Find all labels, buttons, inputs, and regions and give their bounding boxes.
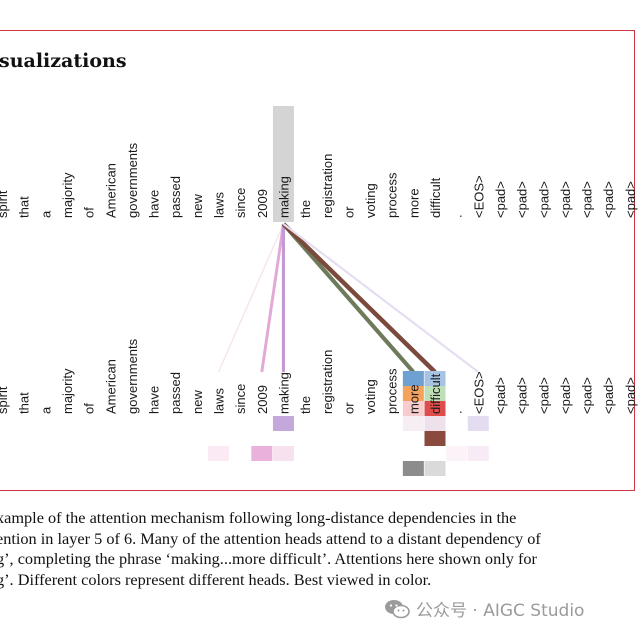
top-token: the <box>298 200 313 218</box>
top-token: <pad> <box>493 181 508 218</box>
bottom-token: of <box>82 403 97 414</box>
top-token: that <box>17 196 32 218</box>
bottom-token: spirit <box>0 386 10 414</box>
bottom-token: or <box>341 402 356 414</box>
head-cell <box>272 416 294 431</box>
caption-line: g’, completing the phrase ‘making...more… <box>0 549 537 568</box>
caption-line: ention in layer 5 of 6. Many of the atte… <box>0 528 541 548</box>
bottom-token: voting <box>363 379 378 414</box>
top-token: . <box>450 214 465 218</box>
bottom-token: <pad> <box>558 377 573 414</box>
head-cell <box>402 416 424 431</box>
head-cell <box>424 416 446 431</box>
watermark-text: 公众号 · AIGC Studio <box>416 601 585 621</box>
bottom-token: <pad> <box>536 377 551 414</box>
caption-line: g’. Different colors represent different… <box>0 569 432 589</box>
wechat-icon <box>385 599 410 618</box>
bottom-token: American <box>103 359 118 414</box>
bottom-token: majority <box>60 368 75 414</box>
top-token: <pad> <box>623 181 638 218</box>
attention-links <box>217 222 479 374</box>
head-cell <box>402 386 424 401</box>
top-token: laws <box>212 191 227 218</box>
caption-line: xample of the attention mechanism follow… <box>0 508 517 527</box>
head-cell <box>424 371 446 386</box>
bottom-token: process <box>385 368 400 414</box>
bottom-token: since <box>233 384 248 414</box>
figure-frame <box>0 30 635 491</box>
attention-link <box>260 223 285 373</box>
top-token: have <box>147 190 162 218</box>
top-token: <pad> <box>580 181 595 218</box>
top-token: <pad> <box>601 181 616 218</box>
bottom-token: the <box>298 396 313 414</box>
bottom-token: <pad> <box>601 377 616 414</box>
top-token: process <box>385 172 400 218</box>
head-cell <box>424 401 446 416</box>
bottom-token: <EOS> <box>471 371 486 414</box>
top-token: a <box>38 210 53 218</box>
top-token: American <box>103 163 118 218</box>
bottom-token: difficult <box>428 373 443 414</box>
head-cell <box>402 401 424 416</box>
bottom-token: more <box>406 384 421 414</box>
bottom-token: registration <box>320 350 335 414</box>
head-cell <box>446 446 468 461</box>
bottom-token: <pad> <box>515 377 530 414</box>
bottom-token: <pad> <box>493 377 508 414</box>
top-token: spirit <box>0 190 10 218</box>
top-token: new <box>190 194 205 218</box>
bottom-token: that <box>17 392 32 414</box>
head-cell <box>251 446 273 461</box>
top-token: difficult <box>428 177 443 218</box>
bottom-token: laws <box>212 387 227 414</box>
bottom-token: new <box>190 390 205 414</box>
attention-link <box>282 223 479 373</box>
section-heading: sualizations <box>0 50 127 72</box>
head-cell <box>467 446 489 461</box>
top-token: or <box>341 206 356 218</box>
top-token: governments <box>125 142 140 218</box>
bottom-token: <pad> <box>623 377 638 414</box>
attention-link <box>281 222 415 374</box>
top-token-row: spirit that a majority of American governments… <box>0 142 638 218</box>
top-token: passed <box>168 176 183 218</box>
head-cell <box>424 386 446 401</box>
head-cell <box>424 461 446 476</box>
top-token: 2009 <box>255 189 270 218</box>
attention-link <box>281 222 437 374</box>
bottom-token: a <box>38 406 53 414</box>
watermark: 公众号 · AIGC Studio <box>384 596 584 621</box>
head-cell <box>424 431 446 446</box>
bottom-token: making <box>276 372 291 414</box>
bottom-token: passed <box>168 372 183 414</box>
top-token: of <box>82 207 97 218</box>
head-cells <box>208 371 489 476</box>
head-cell <box>208 446 229 461</box>
highlighted-token-marker <box>272 106 294 222</box>
head-cell <box>467 416 489 431</box>
top-token: <pad> <box>558 181 573 218</box>
top-token: <EOS> <box>471 175 486 218</box>
top-token: registration <box>320 154 335 218</box>
bottom-token: have <box>147 386 162 414</box>
top-token: majority <box>60 172 75 218</box>
head-cell <box>272 446 294 461</box>
bottom-token: 2009 <box>255 385 270 414</box>
head-cell <box>402 371 424 386</box>
top-token: <pad> <box>536 181 551 218</box>
head-cell <box>402 461 424 476</box>
top-token: voting <box>363 183 378 218</box>
top-token: more <box>406 188 421 218</box>
top-token: making <box>276 176 291 218</box>
bottom-token: . <box>450 410 465 414</box>
bottom-token: governments <box>125 338 140 414</box>
figure-caption: xample of the attention mechanism follow… <box>0 508 636 590</box>
top-token: <pad> <box>515 181 530 218</box>
top-token: since <box>233 188 248 218</box>
bottom-token-row: spirit that a majority of American governments… <box>0 338 638 414</box>
bottom-token: <pad> <box>580 377 595 414</box>
attention-link <box>217 223 285 373</box>
